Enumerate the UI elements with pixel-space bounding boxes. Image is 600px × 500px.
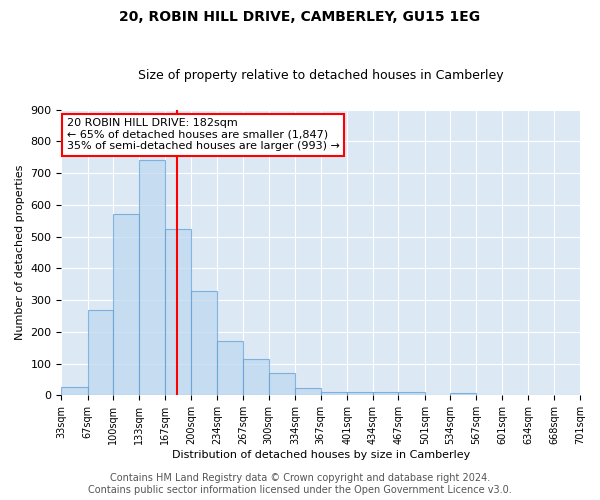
Bar <box>113 214 139 396</box>
Text: Contains HM Land Registry data © Crown copyright and database right 2024.
Contai: Contains HM Land Registry data © Crown c… <box>88 474 512 495</box>
Bar <box>398 392 425 396</box>
Bar <box>243 359 269 396</box>
Bar <box>295 388 321 396</box>
X-axis label: Distribution of detached houses by size in Camberley: Distribution of detached houses by size … <box>172 450 470 460</box>
Bar <box>347 392 373 396</box>
Bar <box>217 342 243 396</box>
Bar <box>451 393 476 396</box>
Bar <box>373 392 398 396</box>
Bar <box>269 373 295 396</box>
Bar <box>88 310 113 396</box>
Bar <box>321 392 347 396</box>
Bar <box>166 228 191 396</box>
Bar <box>61 388 88 396</box>
Title: Size of property relative to detached houses in Camberley: Size of property relative to detached ho… <box>138 69 503 82</box>
Bar <box>191 290 217 396</box>
Text: 20 ROBIN HILL DRIVE: 182sqm
← 65% of detached houses are smaller (1,847)
35% of : 20 ROBIN HILL DRIVE: 182sqm ← 65% of det… <box>67 118 340 152</box>
Y-axis label: Number of detached properties: Number of detached properties <box>15 165 25 340</box>
Text: 20, ROBIN HILL DRIVE, CAMBERLEY, GU15 1EG: 20, ROBIN HILL DRIVE, CAMBERLEY, GU15 1E… <box>119 10 481 24</box>
Bar <box>139 160 166 396</box>
